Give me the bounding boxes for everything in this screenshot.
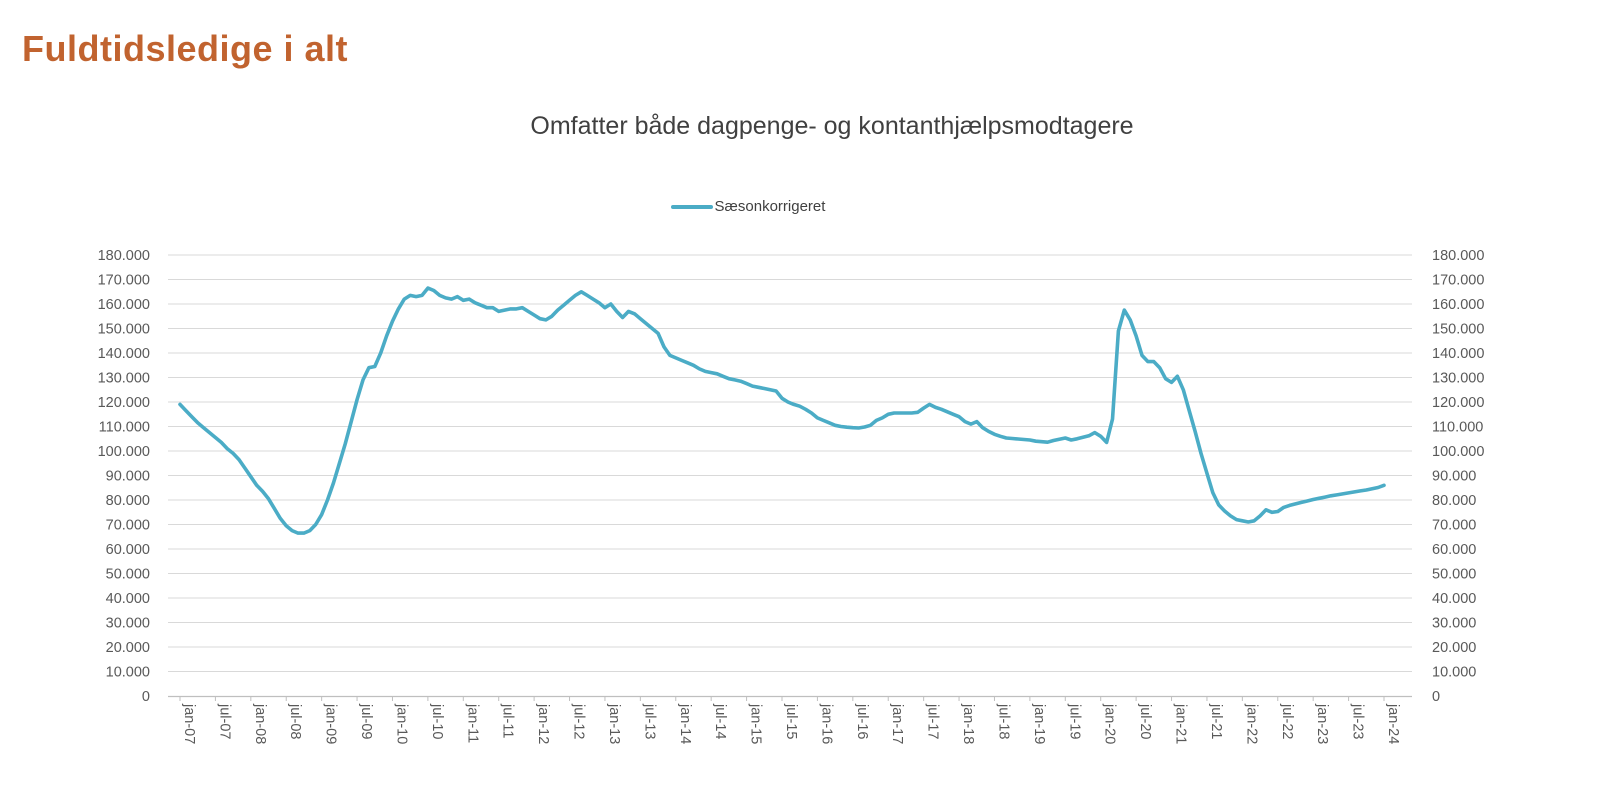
y-axis-left-labels: 180.000 170.000 160.000 150.000 140.000 130.0… [98,248,150,705]
y-tick-label-right: 170.000 [1432,273,1484,289]
x-tick-label: jul-07 [216,703,232,739]
x-tick-label: jan-22 [1243,703,1259,744]
x-tick-label: jul-17 [925,703,941,739]
y-tick-label-right: 90.000 [1432,469,1476,485]
y-tick-label-left: 120.000 [98,395,150,411]
y-tick-label-left: 70.000 [106,518,150,534]
y-tick-label-right: 0 [1432,689,1440,705]
x-tick-label: jul-11 [500,703,516,738]
y-tick-label-right: 20.000 [1432,640,1476,656]
y-tick-label-right: 60.000 [1432,542,1476,558]
y-tick-label-right: 70.000 [1432,518,1476,534]
y-tick-label-right: 10.000 [1432,665,1476,681]
y-tick-label-left: 20.000 [106,640,150,656]
x-tick-label: jul-21 [1208,703,1224,739]
y-tick-label-left: 180.000 [98,248,150,264]
page-title: Fuldtidsledige i alt [22,28,349,69]
legend-line-swatch [670,204,713,209]
x-tick-label: jul-15 [783,703,799,739]
y-tick-label-left: 130.000 [98,371,150,387]
y-tick-label-right: 100.000 [1432,444,1484,460]
y-tick-label-right: 30.000 [1432,616,1476,632]
y-tick-label-right: 180.000 [1432,248,1484,264]
legend-series-label: Sæsonkorrigeret [714,198,826,215]
x-tick-label: jan-20 [1102,703,1118,744]
y-tick-label-left: 30.000 [106,616,150,632]
x-tick-label: jul-08 [287,703,303,739]
x-tick-label: jan-16 [818,703,834,744]
x-tick-label: jan-24 [1385,703,1401,744]
x-tick-label: jan-07 [181,703,197,744]
x-tick-label: jan-13 [606,703,622,744]
x-tick-label: jan-17 [889,703,905,744]
y-tick-label-left: 0 [142,689,150,705]
y-tick-label-left: 110.000 [99,420,150,436]
x-tick-label: jul-16 [854,703,870,739]
y-tick-label-right: 150.000 [1432,322,1484,338]
y-tick-label-left: 10.000 [106,665,150,681]
x-axis-labels: jan-07 jul-07 jan-08 jul-08 jan-09 jul-09 jan-… [181,703,1401,744]
x-tick-label: jan-12 [535,703,551,744]
y-tick-label-right: 140.000 [1432,346,1484,362]
y-tick-label-right: 160.000 [1432,297,1484,313]
y-tick-label-right: 50.000 [1432,567,1476,583]
x-tick-label: jan-18 [960,703,976,744]
y-tick-label-left: 80.000 [106,493,150,509]
x-tick-label: jan-11 [464,703,480,743]
x-tick-label: jul-22 [1279,703,1295,739]
y-tick-label-left: 170.000 [98,273,150,289]
x-tick-label: jan-15 [748,703,764,744]
x-tick-label: jan-10 [393,703,409,744]
y-tick-label-left: 50.000 [106,567,150,583]
x-tick-label: jul-14 [712,703,728,739]
y-tick-label-left: 60.000 [106,542,150,558]
chart-title: Omfatter både dagpenge- og kontanthjælps… [530,112,1134,140]
gridlines [168,254,1412,672]
x-tick-label: jan-08 [252,703,268,744]
x-tick-label: jul-23 [1350,703,1366,739]
x-tick-label: jul-10 [429,703,445,739]
y-tick-label-right: 40.000 [1432,591,1476,607]
y-tick-label-right: 80.000 [1432,493,1476,509]
x-tick-label: jan-21 [1173,703,1189,744]
x-tick-label: jul-18 [995,703,1011,739]
x-tick-label: jan-23 [1314,703,1330,744]
y-tick-label-left: 160.000 [98,297,150,313]
x-tick-label: jul-09 [358,703,374,739]
y-tick-label-right: 130.000 [1432,371,1484,387]
x-axis [168,695,1412,701]
x-tick-label: jul-13 [641,703,657,739]
y-tick-label-left: 140.000 [98,346,150,362]
x-tick-label: jan-09 [323,703,339,744]
y-tick-label-left: 150.000 [98,322,150,338]
y-tick-label-left: 100.000 [98,444,150,460]
x-tick-label: jan-19 [1031,703,1047,744]
x-tick-label: jul-19 [1066,703,1082,739]
chart-legend: Sæsonkorrigeret [168,198,1328,215]
series-line-saesonkorrigeret [178,286,1386,535]
y-tick-label-left: 90.000 [106,469,150,485]
y-tick-label-right: 110.000 [1432,420,1483,436]
x-tick-label: jul-20 [1137,703,1153,739]
y-tick-label-right: 120.000 [1432,395,1484,411]
x-tick-label: jul-12 [571,703,587,739]
y-axis-right-labels: 180.000 170.000 160.000 150.000 140.000 130.0… [1432,248,1484,705]
x-tick-label: jan-14 [677,703,693,744]
y-tick-label-left: 40.000 [106,591,150,607]
